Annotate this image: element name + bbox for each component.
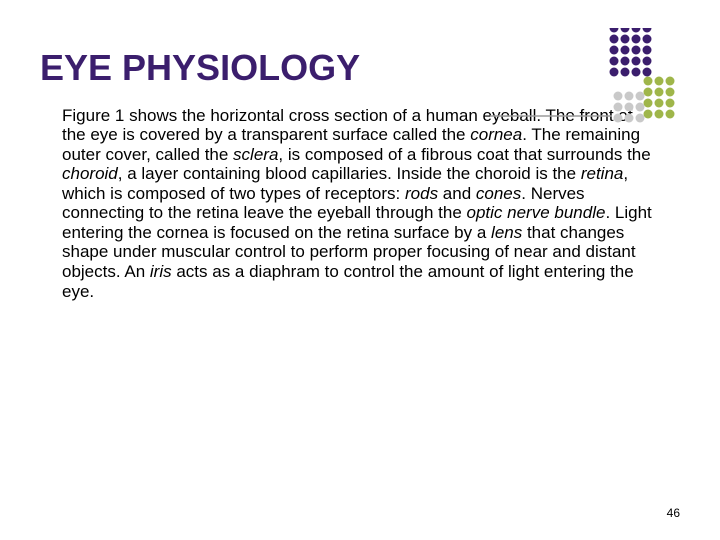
body-text-run: , a layer containing blood capillaries. … (118, 164, 581, 183)
body-paragraph: Figure 1 shows the horizontal cross sect… (40, 106, 660, 301)
italic-term: sclera (233, 145, 278, 164)
slide: EYE PHYSIOLOGY Figure 1 shows the horizo… (0, 0, 720, 540)
italic-term: lens (491, 223, 522, 242)
slide-title: EYE PHYSIOLOGY (40, 48, 680, 88)
italic-term: optic nerve bundle (467, 203, 606, 222)
italic-term: cornea (470, 125, 522, 144)
italic-term: choroid (62, 164, 118, 183)
body-text-run: and (438, 184, 476, 203)
body-text-run: , is composed of a fibrous coat that sur… (278, 145, 650, 164)
italic-term: retina (581, 164, 624, 183)
page-number: 46 (667, 506, 680, 520)
italic-term: cones (476, 184, 521, 203)
italic-term: iris (150, 262, 172, 281)
italic-term: rods (405, 184, 438, 203)
